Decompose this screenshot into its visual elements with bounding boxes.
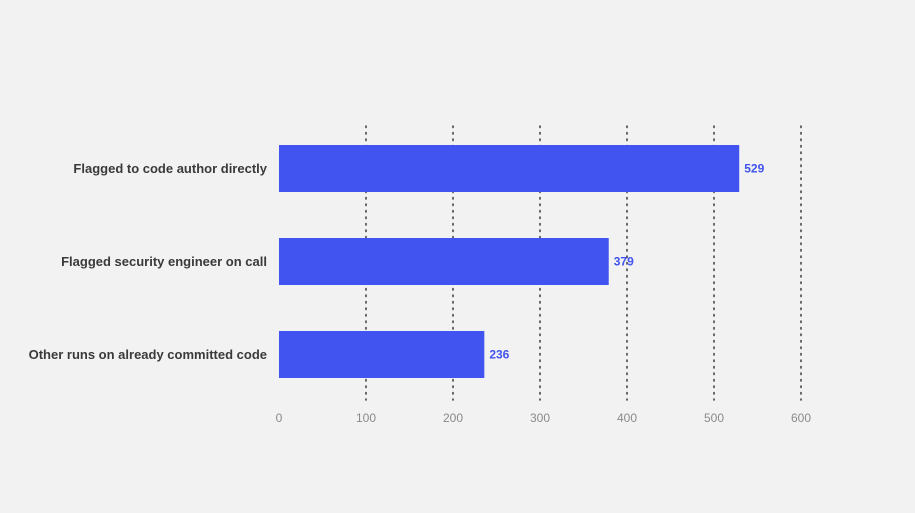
x-tick-label-400: 400	[617, 411, 637, 425]
x-tick-label-300: 300	[530, 411, 550, 425]
bar-1	[279, 145, 740, 192]
labels: 0 100 200 300 400 500 600 Flagged to code autho…	[29, 161, 812, 425]
bars	[279, 145, 740, 378]
category-label-2: Flagged security engineer on call	[61, 254, 267, 269]
category-label-1: Flagged to code author directly	[73, 161, 267, 176]
x-tick-label-200: 200	[443, 411, 463, 425]
bar-2	[279, 238, 609, 285]
x-tick-label-500: 500	[704, 411, 724, 425]
value-label-2: 379	[614, 255, 634, 269]
category-label-3: Other runs on already committed code	[29, 347, 267, 362]
x-tick-label-600: 600	[791, 411, 811, 425]
value-label-1: 529	[744, 162, 764, 176]
x-tick-label-0: 0	[276, 411, 283, 425]
x-tick-label-100: 100	[356, 411, 376, 425]
bar-3	[279, 331, 485, 378]
value-label-3: 236	[489, 348, 509, 362]
